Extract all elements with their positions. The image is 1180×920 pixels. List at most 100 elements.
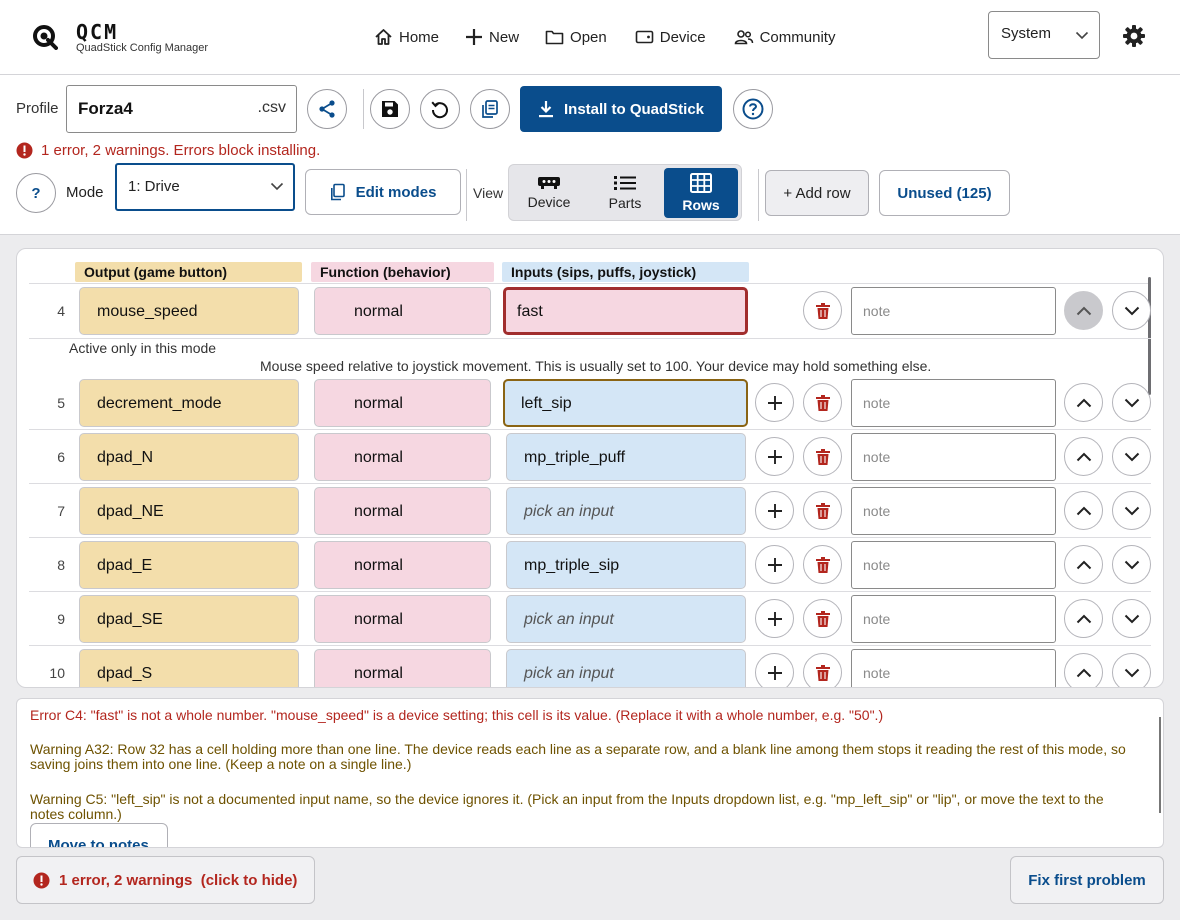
delete-row-button[interactable]	[803, 383, 842, 422]
delete-row-button[interactable]	[803, 545, 842, 584]
add-input-button[interactable]	[755, 545, 794, 584]
nav-new[interactable]: New	[465, 26, 519, 48]
add-input-button[interactable]	[755, 491, 794, 530]
fix-first-problem-button[interactable]: Fix first problem	[1010, 856, 1164, 904]
plus-icon	[767, 503, 782, 518]
note-field[interactable]: note	[851, 433, 1056, 481]
table-row: 4 mouse_speed normal fast note	[17, 284, 1163, 338]
note-field[interactable]: note	[851, 287, 1056, 335]
input-cell[interactable]: pick an input	[506, 487, 746, 535]
function-cell[interactable]: normal	[314, 287, 491, 335]
function-cell[interactable]: normal	[314, 541, 491, 589]
move-up-button[interactable]	[1064, 545, 1103, 584]
revert-button[interactable]	[420, 89, 460, 129]
move-down-button[interactable]	[1112, 437, 1151, 476]
add-input-button[interactable]	[755, 599, 794, 638]
row-number: 9	[57, 611, 65, 627]
grid-icon	[690, 173, 712, 193]
move-up-button[interactable]	[1064, 653, 1103, 687]
input-cell[interactable]: fast	[503, 287, 748, 335]
save-button[interactable]	[370, 89, 410, 129]
input-cell[interactable]: mp_triple_sip	[506, 541, 746, 589]
input-cell[interactable]: pick an input	[506, 595, 746, 643]
function-cell[interactable]: normal	[314, 487, 491, 535]
output-cell[interactable]: mouse_speed	[79, 287, 299, 335]
move-up-button[interactable]	[1064, 383, 1103, 422]
unused-inputs-button[interactable]: Unused (125)	[879, 170, 1010, 216]
move-to-notes-button[interactable]: Move to notes	[30, 823, 168, 847]
gear-icon[interactable]	[1122, 24, 1146, 48]
note-field[interactable]: note	[851, 595, 1056, 643]
theme-select[interactable]: System	[988, 11, 1100, 59]
output-cell[interactable]: decrement_mode	[79, 379, 299, 427]
warning-message[interactable]: Warning C5: "left_sip" is not a document…	[30, 791, 1104, 822]
edit-modes-button[interactable]: Edit modes	[305, 169, 461, 215]
input-cell[interactable]: pick an input	[506, 649, 746, 687]
profile-label: Profile	[16, 100, 59, 117]
rows-table: Output (game button) Function (behavior)…	[16, 248, 1164, 688]
plus-icon	[767, 557, 782, 572]
function-cell[interactable]: normal	[314, 649, 491, 687]
add-input-button[interactable]	[755, 653, 794, 687]
move-up-button[interactable]	[1064, 491, 1103, 530]
move-up-button[interactable]	[1064, 437, 1103, 476]
problems-scrollbar[interactable]	[1159, 717, 1161, 813]
view-option-device[interactable]: Device	[512, 168, 586, 218]
add-row-button[interactable]: + Add row	[765, 170, 869, 216]
delete-row-button[interactable]	[803, 599, 842, 638]
nav-home[interactable]: Home	[374, 26, 439, 48]
nav-community[interactable]: Community	[734, 26, 835, 48]
function-cell[interactable]: normal	[314, 433, 491, 481]
move-down-button[interactable]	[1112, 545, 1151, 584]
delete-row-button[interactable]	[803, 491, 842, 530]
nav-open[interactable]: Open	[545, 26, 607, 48]
chevron-down-icon	[1124, 306, 1139, 315]
note-field[interactable]: note	[851, 541, 1056, 589]
gamepad-icon	[538, 177, 560, 189]
move-down-button[interactable]	[1112, 291, 1151, 330]
add-input-button[interactable]	[755, 383, 794, 422]
view-option-parts[interactable]: Parts	[588, 168, 662, 218]
list-icon	[614, 176, 636, 190]
table-scrollbar[interactable]	[1148, 277, 1151, 395]
move-down-button[interactable]	[1112, 599, 1151, 638]
share-button[interactable]	[307, 89, 347, 129]
row-number: 4	[57, 303, 65, 319]
install-button[interactable]: Install to QuadStick	[520, 86, 722, 132]
copy-button[interactable]	[470, 89, 510, 129]
nav-device[interactable]: Device	[635, 26, 706, 48]
error-message[interactable]: Error C4: "fast" is not a whole number. …	[30, 707, 884, 723]
delete-row-button[interactable]	[803, 653, 842, 687]
output-cell[interactable]: dpad_S	[79, 649, 299, 687]
function-cell[interactable]: normal	[314, 595, 491, 643]
function-cell[interactable]: normal	[314, 379, 491, 427]
help-button[interactable]	[733, 89, 773, 129]
warning-message[interactable]: Warning A32: Row 32 has a cell holding m…	[30, 741, 1126, 772]
add-input-button[interactable]	[755, 437, 794, 476]
mode-select[interactable]: 1: Drive	[115, 163, 295, 211]
move-up-button[interactable]	[1064, 291, 1103, 330]
output-cell[interactable]: dpad_E	[79, 541, 299, 589]
profile-name-input[interactable]: Forza4 .csv	[66, 85, 297, 133]
quadstick-logo-icon[interactable]	[32, 24, 58, 50]
mode-help-button[interactable]: ?	[16, 173, 56, 213]
output-cell[interactable]: dpad_NE	[79, 487, 299, 535]
delete-row-button[interactable]	[803, 291, 842, 330]
view-option-rows[interactable]: Rows	[664, 168, 738, 218]
note-field[interactable]: note	[851, 649, 1056, 687]
delete-row-button[interactable]	[803, 437, 842, 476]
move-up-button[interactable]	[1064, 599, 1103, 638]
input-cell[interactable]: mp_triple_puff	[506, 433, 746, 481]
output-cell[interactable]: dpad_SE	[79, 595, 299, 643]
move-down-button[interactable]	[1112, 383, 1151, 422]
note-field[interactable]: note	[851, 379, 1056, 427]
problems-toggle-button[interactable]: 1 error, 2 warnings (click to hide)	[16, 856, 315, 904]
input-cell[interactable]: left_sip	[503, 379, 748, 427]
note-field[interactable]: note	[851, 487, 1056, 535]
chevron-down-icon	[1124, 560, 1139, 569]
row-description: Mouse speed relative to joystick movemen…	[260, 358, 932, 374]
output-cell[interactable]: dpad_N	[79, 433, 299, 481]
move-down-button[interactable]	[1112, 491, 1151, 530]
plus-icon	[767, 395, 782, 410]
move-down-button[interactable]	[1112, 653, 1151, 687]
